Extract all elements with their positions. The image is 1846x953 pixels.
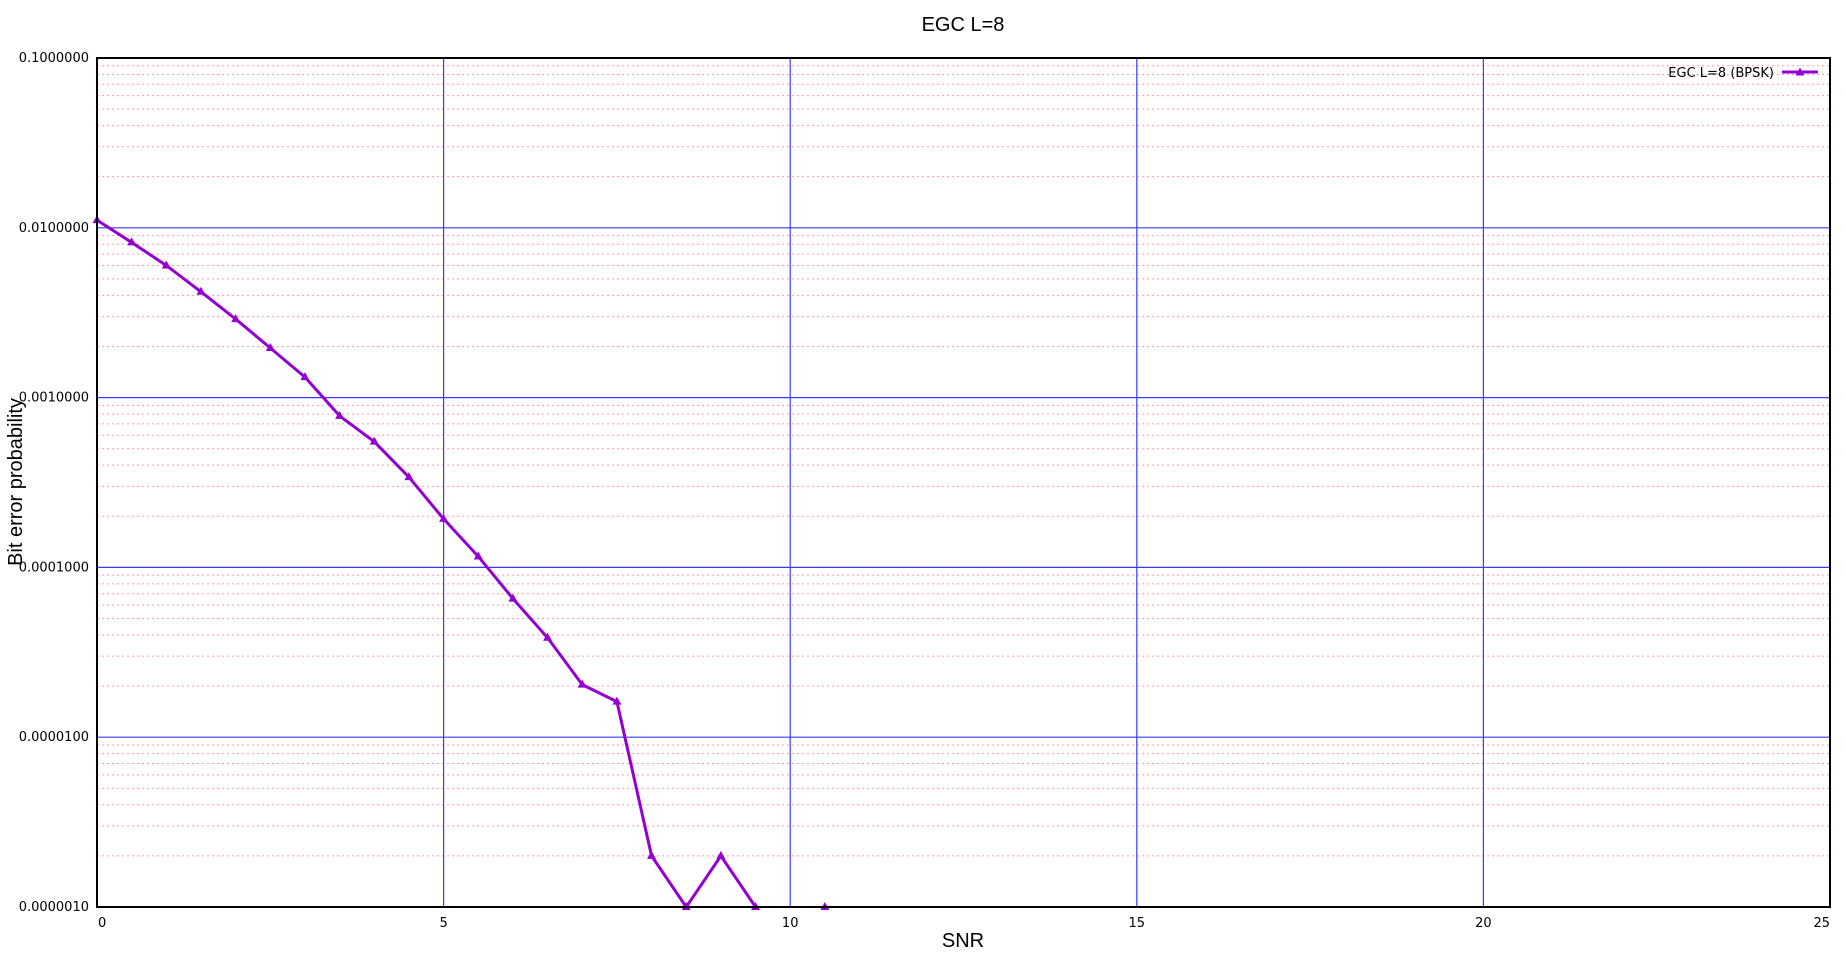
legend: EGC L=8 (BPSK) xyxy=(1668,66,1818,81)
data-point-marker xyxy=(647,850,657,859)
data-point-marker xyxy=(369,436,379,445)
data-point-marker xyxy=(716,850,726,859)
chart-title: EGC L=8 xyxy=(922,14,1005,36)
x-tick-label: 20 xyxy=(1475,916,1492,931)
data-point-marker xyxy=(473,551,483,560)
x-axis-ticks: 0 5 10 15 20 25 xyxy=(98,916,1830,931)
data-point-marker xyxy=(612,696,622,705)
y-tick-label: 0.0100000 xyxy=(19,221,89,236)
data-point-marker xyxy=(161,260,171,269)
data-point-marker xyxy=(508,593,518,602)
x-tick-label: 25 xyxy=(1813,916,1830,931)
data-point-marker xyxy=(231,314,241,323)
y-tick-label: 0.1000000 xyxy=(19,51,89,66)
y-axis-ticks: 0.1000000 0.0100000 0.0010000 0.0001000 0.00… xyxy=(19,51,89,915)
y-tick-label: 0.0000010 xyxy=(19,900,89,915)
data-point-marker xyxy=(265,342,275,351)
data-point-marker xyxy=(404,472,414,481)
y-tick-label: 0.0001000 xyxy=(19,560,89,575)
major-grid xyxy=(96,57,1831,908)
x-axis-label: SNR xyxy=(942,930,984,952)
plot-frame xyxy=(96,57,1831,908)
legend-marker-triangle-icon xyxy=(1795,67,1805,76)
data-point-marker xyxy=(577,679,587,688)
y-tick-label: 0.0010000 xyxy=(19,391,89,406)
series-line xyxy=(96,218,757,909)
data-point-marker xyxy=(335,410,345,419)
x-tick-label: 5 xyxy=(439,916,447,931)
minor-grid xyxy=(97,65,1830,857)
series-layer xyxy=(92,215,830,910)
data-point-marker xyxy=(300,372,310,381)
data-point-marker xyxy=(543,632,553,641)
x-tick-label: 10 xyxy=(782,916,799,931)
y-tick-label: 0.0000100 xyxy=(19,730,89,745)
data-point-marker xyxy=(127,237,137,246)
legend-label-egc-l8-bpsk: EGC L=8 (BPSK) xyxy=(1668,66,1774,81)
data-point-marker xyxy=(196,286,206,295)
x-tick-label: 0 xyxy=(98,916,106,931)
data-point-marker xyxy=(439,513,449,522)
x-tick-label: 15 xyxy=(1129,916,1146,931)
y-axis-label: Bit error probability xyxy=(5,398,27,566)
